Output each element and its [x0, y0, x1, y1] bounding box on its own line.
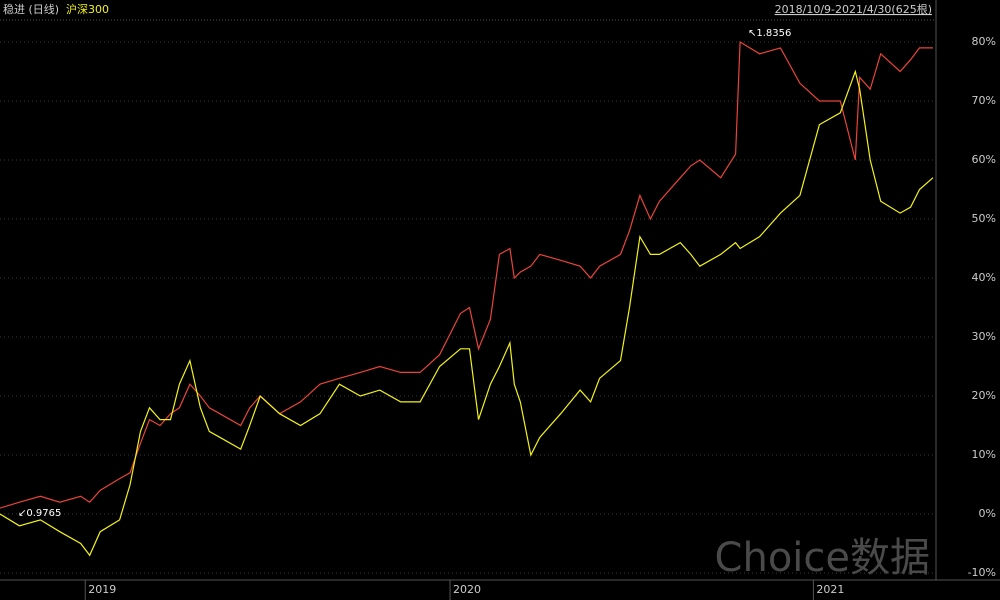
- series-line: [0, 69, 934, 557]
- x-tick-label: 2021: [816, 583, 844, 596]
- y-tick-label: 50%: [972, 212, 996, 225]
- y-tick-label: 0%: [979, 507, 996, 520]
- annotation-text: 1.8356: [756, 28, 791, 39]
- range-label: 2018/10/9-2021/4/30(625根): [775, 2, 932, 16]
- y-tick-label: 40%: [972, 271, 996, 284]
- y-tick-label: 70%: [972, 94, 996, 107]
- min-annotation: ↙0.9765: [18, 508, 61, 519]
- y-tick-label: 10%: [972, 448, 996, 461]
- y-tick-label: 30%: [972, 330, 996, 343]
- y-tick-label: 20%: [972, 389, 996, 402]
- legend-entry: 沪深300: [66, 2, 109, 16]
- annotation-text: 0.9765: [26, 508, 61, 519]
- legend-entry: 稳进 (日线): [3, 2, 59, 16]
- max-annotation: ↖1.8356: [748, 28, 791, 39]
- x-tick-label: 2019: [88, 583, 116, 596]
- series-line: [0, 40, 933, 509]
- y-tick-label: -10%: [968, 566, 996, 579]
- x-tick-label: 2020: [453, 583, 481, 596]
- watermark: Choice数据: [715, 535, 930, 581]
- y-tick-label: 60%: [972, 153, 996, 166]
- y-tick-label: 80%: [972, 35, 996, 48]
